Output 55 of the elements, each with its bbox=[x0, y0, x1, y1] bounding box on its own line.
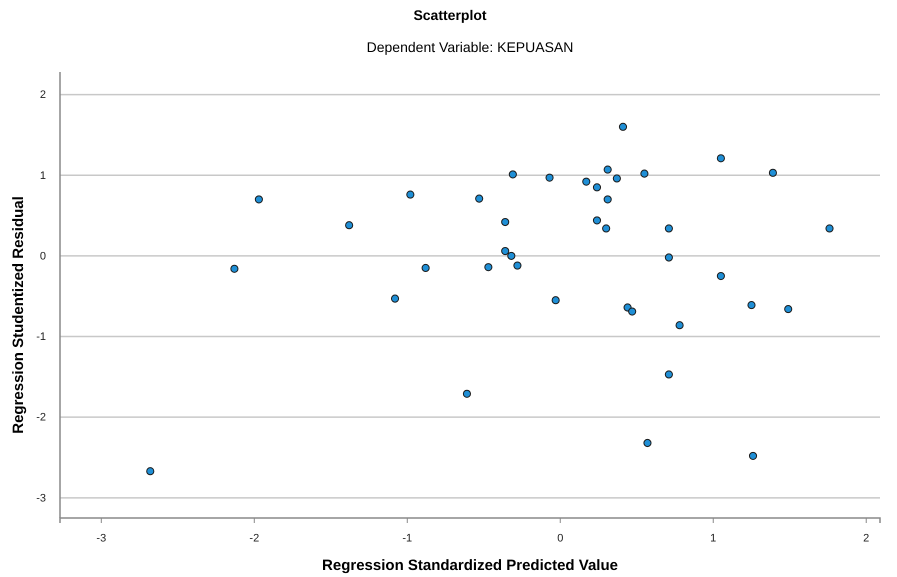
x-tick-label: 1 bbox=[710, 532, 716, 544]
x-tick-label: -2 bbox=[249, 532, 260, 544]
point bbox=[508, 170, 517, 178]
point bbox=[748, 452, 758, 460]
x-axis-title: Regression Standardized Predicted Value bbox=[322, 557, 618, 574]
point bbox=[484, 263, 492, 272]
point bbox=[747, 301, 756, 310]
y-tick-label: -3 bbox=[36, 492, 46, 504]
point bbox=[462, 390, 472, 398]
point bbox=[825, 224, 834, 233]
y-axis-title: Regression Studentized Residual bbox=[10, 196, 27, 434]
point bbox=[475, 194, 484, 203]
point bbox=[643, 438, 652, 448]
point bbox=[716, 154, 725, 162]
point bbox=[602, 224, 610, 233]
point bbox=[513, 262, 522, 270]
y-tick-label: 1 bbox=[40, 170, 46, 182]
y-tick-label: -1 bbox=[36, 331, 46, 344]
point bbox=[768, 168, 777, 177]
point bbox=[501, 218, 510, 226]
point bbox=[664, 253, 673, 262]
y-tick-label: 0 bbox=[40, 250, 46, 262]
point bbox=[676, 321, 684, 330]
point bbox=[664, 224, 673, 233]
y-tick-label: 2 bbox=[40, 89, 46, 102]
point bbox=[146, 467, 154, 476]
point bbox=[345, 221, 354, 230]
point bbox=[582, 178, 590, 186]
point bbox=[406, 190, 414, 199]
x-tick-label: 0 bbox=[557, 532, 564, 544]
point bbox=[254, 195, 263, 204]
y-tick-label: -2 bbox=[36, 412, 46, 424]
x-tick-label: 2 bbox=[863, 532, 870, 544]
point bbox=[230, 264, 238, 273]
point bbox=[604, 195, 612, 204]
point bbox=[618, 122, 628, 131]
point bbox=[390, 294, 400, 303]
point bbox=[501, 246, 510, 256]
point bbox=[628, 307, 636, 316]
x-tick-label: -3 bbox=[96, 532, 106, 544]
point bbox=[552, 296, 560, 304]
chart-title: Scatterplot bbox=[413, 7, 487, 23]
point bbox=[784, 305, 792, 314]
point bbox=[716, 272, 725, 280]
point bbox=[592, 183, 602, 192]
point bbox=[640, 170, 648, 178]
point bbox=[612, 174, 621, 183]
point bbox=[507, 252, 516, 260]
chart-subtitle: Dependent Variable: KEPUASAN bbox=[366, 39, 574, 55]
point bbox=[604, 166, 612, 174]
point bbox=[545, 174, 554, 182]
point bbox=[422, 264, 430, 272]
point bbox=[592, 216, 602, 224]
point bbox=[664, 370, 673, 378]
x-tick-label: -1 bbox=[402, 532, 412, 544]
